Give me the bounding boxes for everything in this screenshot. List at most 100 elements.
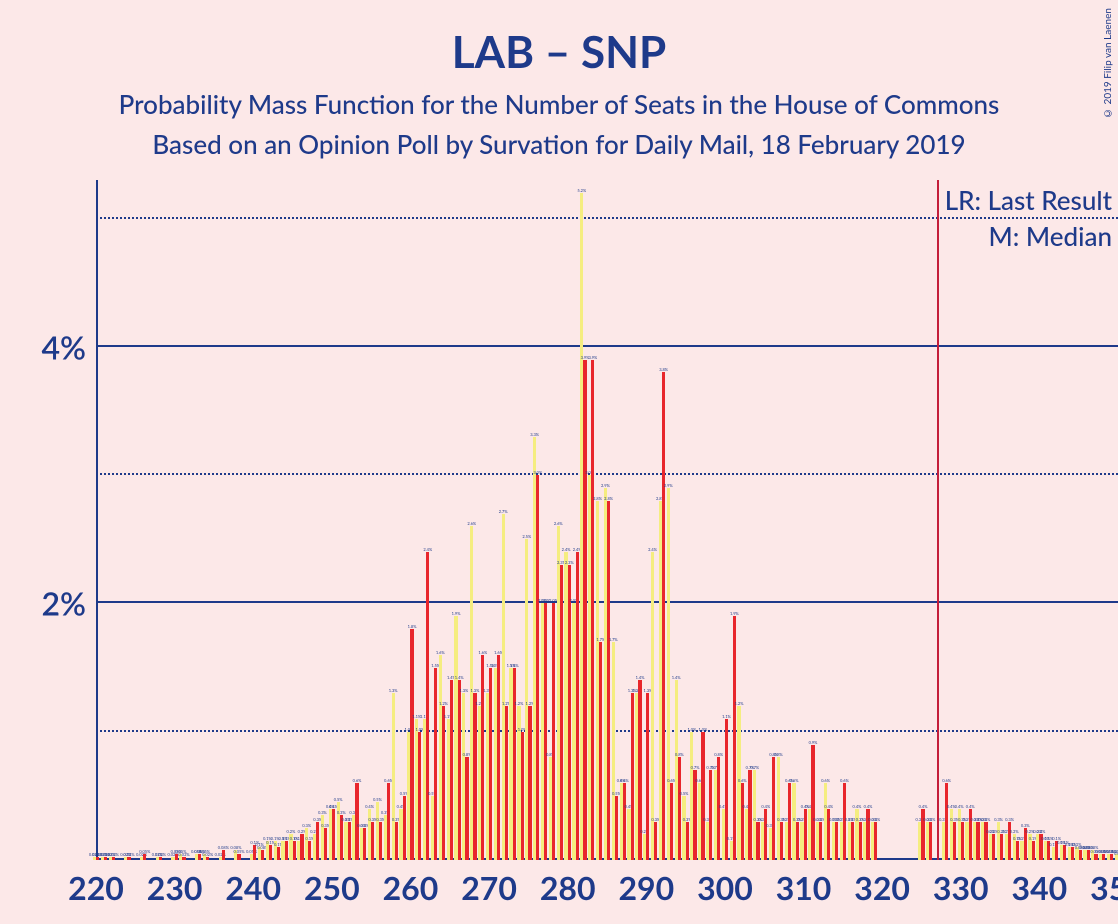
bar-value-label: 2.9%: [664, 483, 673, 488]
legend-last-result: LR: Last Result: [945, 184, 1112, 216]
bar-red: 0.3%: [780, 822, 783, 860]
bar-value-label: 0.2%: [1010, 829, 1019, 834]
bar-group: 1.6%1.2%: [439, 655, 445, 860]
bar-value-label: 0.02%: [202, 852, 213, 857]
x-tick-label: 250: [304, 868, 360, 907]
bar-group: 0.5%0.3%: [337, 802, 343, 860]
bar-group: 0.3%0.6%: [785, 783, 791, 860]
bar-group: 0.3%0.3%: [360, 828, 366, 860]
bar-red: 0.1%: [1032, 841, 1035, 860]
bar-red: 0.02%: [104, 857, 107, 860]
bar-value-label: 1.2%: [515, 701, 524, 706]
chart-title: LAB – SNP: [0, 26, 1118, 78]
bar-red: 0.3%: [363, 828, 366, 860]
bar-red: 1.5%: [513, 668, 516, 860]
bar-red: 0.1%: [285, 841, 288, 860]
bar-value-label: 0.3%: [302, 823, 311, 828]
bar-value-label: 1.3%: [389, 688, 398, 693]
bar-red: 0.7%: [748, 770, 751, 860]
bar-red: 1.0%: [701, 732, 704, 860]
bar-value-label: 0.08%: [218, 845, 229, 850]
bar-red: 0.08%: [261, 850, 264, 860]
bar-group: 2.6%1.3%: [470, 526, 476, 860]
bar-value-label: 3.3%: [530, 432, 539, 437]
chart-subtitle-2: Based on an Opinion Poll by Survation fo…: [0, 128, 1118, 160]
bar-value-label: 2.8%: [593, 496, 602, 501]
bar-red: 0.02%: [206, 857, 209, 860]
bar-group: 1.0%0.7%: [690, 732, 696, 860]
x-tick-label: 230: [147, 868, 203, 907]
bar-value-label: 0.6%: [790, 778, 799, 783]
bar-red: 0.05%: [1110, 854, 1113, 860]
bar-value-label: 0.3%: [1021, 823, 1030, 828]
bar-value-label: 0.5%: [334, 797, 343, 802]
bar-red: 0.08%: [1087, 850, 1090, 860]
bar-group: 0.3%0.4%: [761, 809, 767, 860]
bar-red: 0.8%: [465, 757, 468, 860]
bar-red: 0.6%: [945, 783, 948, 860]
bar-group: 0.05%0.05%: [1099, 854, 1105, 860]
bar-value-label: 0.6%: [353, 778, 362, 783]
bar-group: 0.3%0.3%: [344, 822, 350, 860]
bar-group: 0.1%0.1%: [266, 841, 272, 860]
bar-red: 0.6%: [843, 783, 846, 860]
bar-group: 3.0%3.9%: [588, 360, 594, 860]
x-tick-label: 320: [854, 868, 910, 907]
bar-red: 0.3%: [929, 822, 932, 860]
bar-red: 0.3%: [756, 822, 759, 860]
bar-group: 0.4%0.4%: [329, 809, 335, 860]
bar-value-label: 2.6%: [554, 521, 563, 526]
bar-group: 0.3%0.3%: [973, 822, 979, 860]
bar-value-label: 0.2%: [287, 829, 296, 834]
bar-group: 0.3%0.7%: [706, 770, 712, 860]
bar-group: 1.3%0.8%: [462, 693, 468, 860]
bar-red: 1.5%: [489, 668, 492, 860]
bar-red: 0.3%: [835, 822, 838, 860]
bar-red: 0.3%: [874, 822, 877, 860]
bar-red: 0.3%: [340, 815, 343, 860]
bar-red: 0.02%: [96, 857, 99, 860]
bar-group: 1.1%2.4%: [423, 552, 429, 860]
bar-value-label: 0.4%: [955, 804, 964, 809]
bar-value-label: 2.4%: [648, 547, 657, 552]
bar-group: 2.7%1.2%: [502, 514, 508, 860]
bar-value-label: 0.4%: [864, 804, 873, 809]
bar-group: 0.5%1.5%: [431, 668, 437, 860]
bar-group: 0.6%0.4%: [824, 783, 830, 860]
bar-red: 0.08%: [222, 850, 225, 860]
bar-red: 1.9%: [733, 616, 736, 860]
bar-group: 0.6%0.3%: [792, 783, 798, 860]
bar-group: 0.3%0.3%: [816, 822, 822, 860]
x-tick-label: 310: [776, 868, 832, 907]
bar-value-label: 0.03%: [1114, 851, 1118, 856]
bar-red: 3.9%: [591, 360, 594, 860]
bar-red: 0.9%: [811, 745, 814, 860]
bar-red: 1.3%: [631, 693, 634, 860]
bar-group: 1.1%1.0%: [415, 719, 421, 860]
bar-red: 0.3%: [796, 822, 799, 860]
bar-red: 2.3%: [568, 565, 571, 860]
bar-value-label: 0.5%: [373, 797, 382, 802]
bar-value-label: 0.5%: [680, 791, 689, 796]
bar-group: 1.3%0.3%: [392, 693, 398, 860]
bar-value-label: 1.7%: [609, 637, 618, 642]
bar-value-label: 0.8%: [675, 752, 684, 757]
bar-value-label: 1.4%: [636, 675, 645, 680]
bar-group: 0.8%2.0%: [549, 603, 555, 860]
bar-red: 3.8%: [662, 372, 665, 860]
bar-red: 0.3%: [976, 822, 979, 860]
bar-value-label: 0.4%: [966, 804, 975, 809]
bar-value-label: 0.9%: [809, 740, 818, 745]
x-tick-label: 330: [933, 868, 989, 907]
bar-red: 0.1%: [1016, 841, 1019, 860]
bar-red: 3.9%: [583, 360, 586, 860]
bar-red: 0.02%: [112, 857, 115, 860]
bar-group: 0.3%0.3%: [832, 822, 838, 860]
bar-group: 1.7%0.5%: [612, 642, 618, 860]
bar-red: 1.0%: [521, 732, 524, 860]
bar-value-label: 3.0%: [533, 470, 542, 475]
bar-red: 1.3%: [473, 693, 476, 860]
bar-red: 0.1%: [277, 847, 280, 860]
chart-container: © 2019 Filip van Laenen LAB – SNP Probab…: [0, 0, 1118, 924]
bar-group: 0.4%0.7%: [745, 770, 751, 860]
